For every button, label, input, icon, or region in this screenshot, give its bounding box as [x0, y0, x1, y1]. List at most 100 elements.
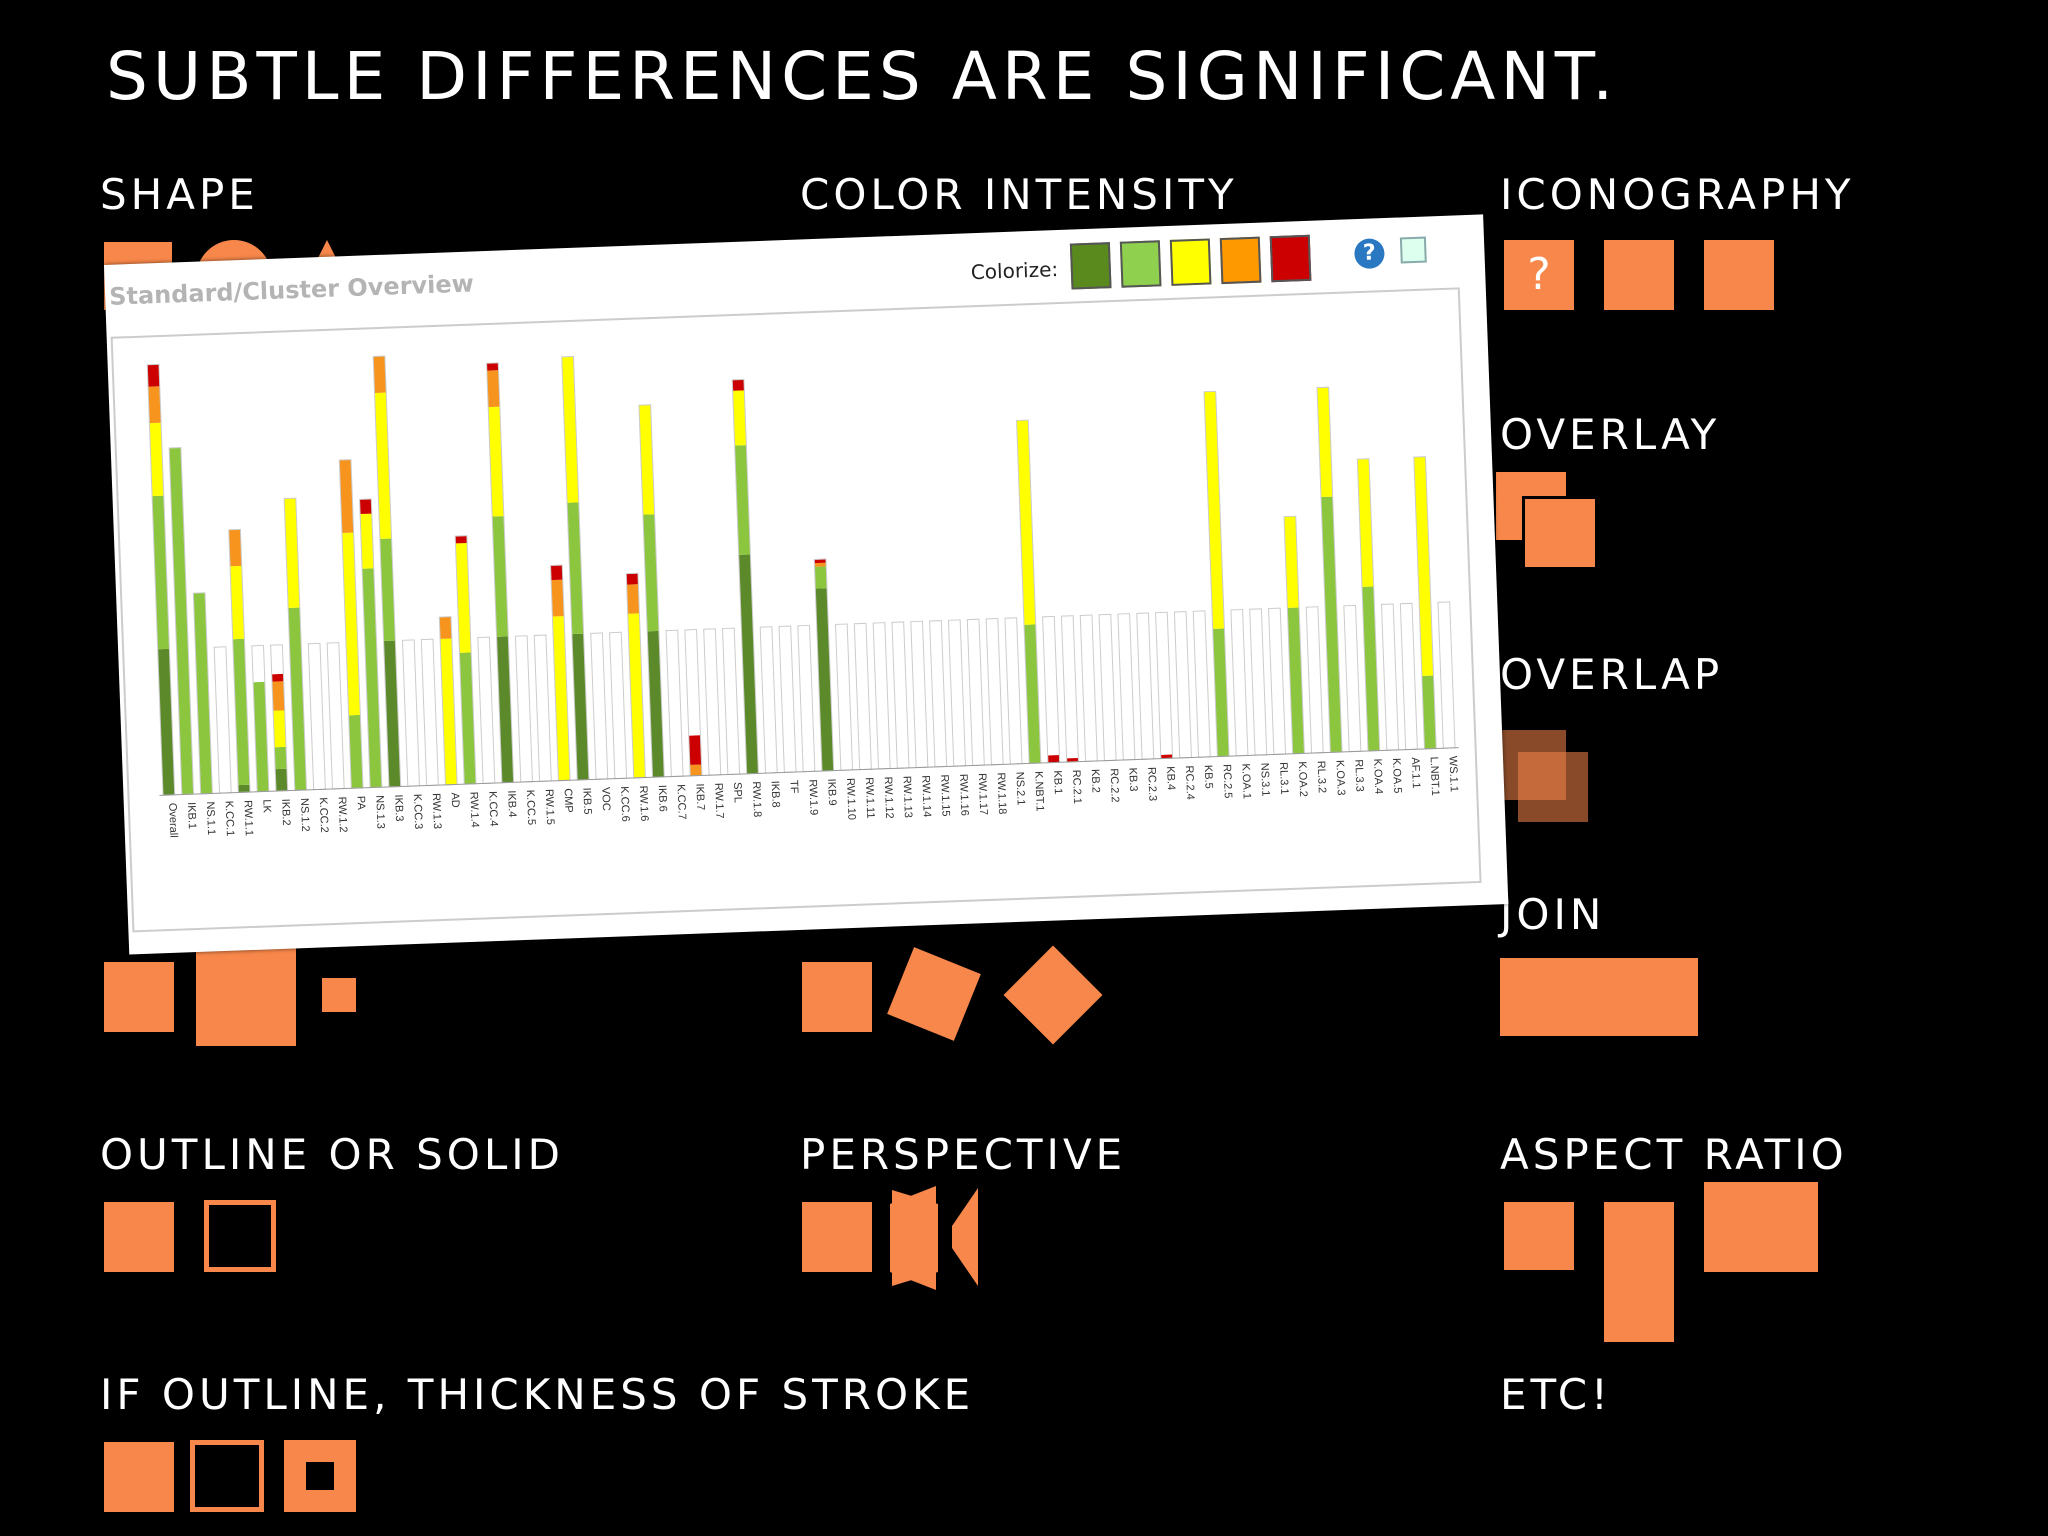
bar-segment — [362, 568, 382, 788]
bar-outline — [759, 626, 778, 774]
bar-outline — [1117, 613, 1136, 761]
category-label: RW.1.14 — [919, 775, 933, 817]
category-label: SPL — [731, 782, 744, 803]
category-label: RW.1.7 — [712, 783, 725, 819]
category-label: NS.1.2 — [298, 798, 311, 832]
bar-segment — [339, 459, 354, 533]
bar-outline — [985, 617, 1004, 766]
category-label: K.CC.1 — [223, 801, 236, 837]
bar-segment — [1362, 586, 1380, 752]
bar-segment — [492, 516, 509, 637]
label-overlap: OVERLAP — [1500, 650, 1724, 699]
bar-segment — [341, 532, 361, 716]
category-label: Overall — [166, 803, 179, 838]
bar-segment — [455, 542, 472, 653]
slide-title: SUBTLE DIFFERENCES ARE SIGNIFICANT. — [106, 38, 1619, 115]
bar-segment — [550, 565, 563, 581]
colorize-swatch-3[interactable] — [1169, 238, 1212, 286]
category-label: K.CC.6 — [618, 786, 631, 822]
bar-segment — [814, 559, 827, 564]
orientation-square — [802, 962, 872, 1032]
colorize-swatch-4[interactable] — [1219, 236, 1262, 285]
export-icon[interactable] — [1399, 236, 1427, 264]
category-label: K.CC.7 — [675, 784, 688, 820]
bar-segment — [626, 584, 640, 614]
bar-outline — [947, 619, 967, 767]
category-label: IKB.7 — [693, 783, 706, 810]
orientation-tilted-square — [887, 947, 981, 1041]
category-label: K.CC.2 — [317, 797, 330, 833]
chart-frame: Overall IKB.1 NS.1.1 K.CC.1 RW.1.1 LK IKB.2 NS.… — [110, 287, 1482, 933]
category-label: RC.2.1 — [1070, 770, 1083, 805]
category-label: K.OA.2 — [1296, 761, 1309, 797]
colorize-swatch-2[interactable] — [1119, 240, 1162, 288]
bar-outline — [834, 623, 854, 771]
category-label: L.NBT.1 — [1428, 756, 1441, 796]
bar-segment — [626, 573, 639, 585]
category-label: RW.1.8 — [750, 781, 763, 817]
bar-outline — [1380, 603, 1400, 751]
bar-outline — [966, 618, 985, 767]
category-label: RW.1.17 — [976, 773, 990, 815]
category-label: KB.3 — [1126, 767, 1139, 791]
bar-segment — [274, 746, 287, 770]
label-shape: SHAPE — [100, 170, 259, 219]
orientation-diamond — [1003, 945, 1103, 1045]
bar-segment — [228, 529, 242, 567]
size-square-large — [196, 946, 296, 1046]
bar-segment — [567, 502, 584, 635]
category-label: RW.1.10 — [844, 778, 858, 820]
aspect-square — [1504, 1202, 1574, 1270]
category-label: RW.1.1 — [241, 800, 254, 836]
bar-outline — [477, 636, 496, 784]
category-label: RL.3.3 — [1352, 759, 1365, 792]
bar-outline — [420, 638, 439, 787]
category-label: K.OA.4 — [1371, 758, 1384, 794]
bar-segment — [275, 768, 288, 792]
bar-segment — [627, 613, 646, 778]
bar-segment — [1317, 387, 1333, 498]
bar-segment — [459, 652, 476, 785]
category-label: RW.1.18 — [995, 772, 1009, 814]
bar-segment — [732, 379, 745, 391]
bar-segment — [551, 579, 565, 617]
bar-segment — [273, 710, 287, 748]
category-label: IKB.3 — [392, 794, 405, 821]
category-label: TF — [788, 780, 800, 794]
bar-segment — [253, 681, 269, 792]
bar-outline — [401, 639, 421, 787]
help-icon[interactable]: ? — [1353, 238, 1385, 270]
bar-segment — [1066, 757, 1079, 763]
category-label: RW.1.4 — [467, 792, 480, 828]
size-square-medium — [104, 962, 174, 1032]
screenshot-card: Standard/Cluster Overview Colorize: ? Ov… — [104, 214, 1509, 955]
bar-outline — [929, 620, 948, 768]
bar-segment — [814, 562, 827, 567]
stroke-thin-square — [190, 1440, 264, 1512]
category-label: IKB.1 — [185, 802, 198, 829]
stroke-solid-square — [104, 1442, 174, 1512]
category-label: RW.1.12 — [882, 776, 896, 818]
bar-outline — [533, 634, 552, 782]
bar-segment — [169, 447, 194, 795]
bar-segment — [193, 592, 213, 794]
category-label: RC.2.4 — [1183, 765, 1196, 800]
bar-segment — [148, 386, 162, 424]
colorize-swatch-5[interactable] — [1269, 234, 1312, 283]
bar-outline — [1136, 612, 1155, 760]
category-label: KB.5 — [1202, 765, 1215, 789]
stacked-bar-chart: Overall IKB.1 NS.1.1 K.CC.1 RW.1.1 LK IKB.2 NS.… — [146, 355, 1460, 838]
aspect-wide-rect — [1704, 1182, 1818, 1272]
bar-outline — [1230, 608, 1249, 757]
join-rectangle — [1500, 958, 1698, 1036]
category-label: RC.2.2 — [1108, 768, 1121, 803]
label-join: JOIN — [1500, 890, 1606, 939]
category-label: RW.1.2 — [336, 796, 349, 832]
label-aspect-ratio: ASPECT RATIO — [1500, 1130, 1848, 1179]
bar-segment — [1047, 755, 1060, 763]
bar-segment — [642, 514, 659, 632]
colorize-swatch-1[interactable] — [1069, 242, 1112, 290]
label-overlay: OVERLAY — [1500, 410, 1721, 459]
category-label: IKB.9 — [825, 778, 838, 805]
bar-outline — [665, 629, 684, 778]
